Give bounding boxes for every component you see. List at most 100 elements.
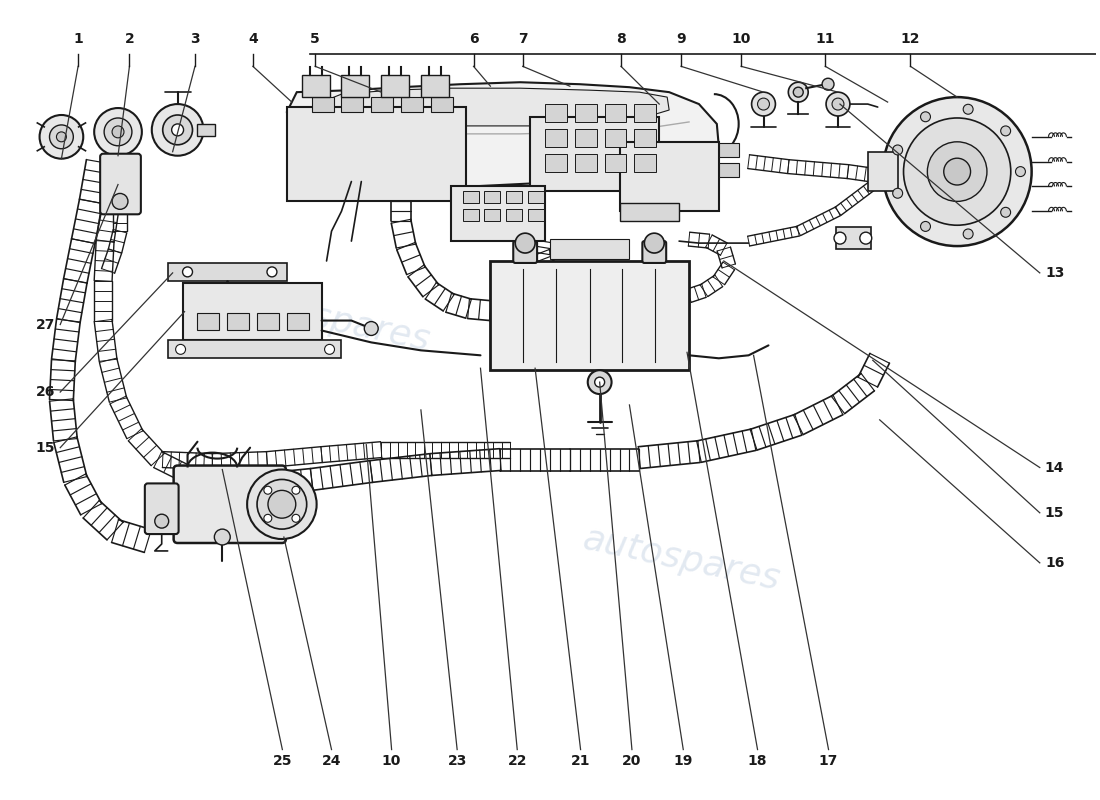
FancyBboxPatch shape — [167, 341, 341, 358]
Circle shape — [860, 232, 871, 244]
Circle shape — [364, 322, 378, 335]
Text: 20: 20 — [623, 754, 641, 769]
Text: 5: 5 — [310, 31, 320, 46]
Circle shape — [95, 108, 142, 156]
Circle shape — [793, 87, 803, 97]
FancyBboxPatch shape — [100, 154, 141, 214]
Circle shape — [1015, 166, 1025, 177]
Circle shape — [515, 233, 535, 253]
Circle shape — [40, 115, 84, 158]
FancyBboxPatch shape — [311, 97, 333, 112]
FancyBboxPatch shape — [167, 263, 287, 281]
Text: 1: 1 — [74, 31, 82, 46]
FancyBboxPatch shape — [431, 97, 453, 112]
Circle shape — [56, 132, 66, 142]
Text: 17: 17 — [818, 754, 838, 769]
Text: 26: 26 — [35, 385, 55, 399]
FancyBboxPatch shape — [421, 75, 449, 97]
Circle shape — [183, 267, 192, 277]
FancyBboxPatch shape — [183, 283, 321, 341]
Text: 10: 10 — [382, 754, 402, 769]
Circle shape — [264, 514, 272, 522]
FancyBboxPatch shape — [619, 203, 679, 222]
Circle shape — [645, 233, 664, 253]
FancyBboxPatch shape — [575, 104, 596, 122]
FancyBboxPatch shape — [550, 239, 629, 259]
Circle shape — [292, 486, 300, 494]
FancyBboxPatch shape — [484, 210, 500, 222]
Text: 12: 12 — [901, 31, 921, 46]
FancyBboxPatch shape — [257, 313, 279, 330]
Circle shape — [595, 377, 605, 387]
Circle shape — [826, 92, 850, 116]
FancyBboxPatch shape — [868, 152, 898, 191]
Circle shape — [927, 142, 987, 202]
Circle shape — [257, 479, 307, 529]
Text: 7: 7 — [518, 31, 528, 46]
Circle shape — [758, 98, 770, 110]
FancyBboxPatch shape — [463, 191, 478, 203]
FancyBboxPatch shape — [301, 75, 330, 97]
Circle shape — [214, 529, 230, 545]
FancyBboxPatch shape — [382, 75, 409, 97]
Circle shape — [50, 125, 74, 149]
Text: 15: 15 — [1045, 506, 1065, 520]
FancyBboxPatch shape — [174, 466, 286, 543]
Text: autospares: autospares — [230, 283, 433, 358]
Circle shape — [944, 158, 970, 185]
FancyBboxPatch shape — [642, 241, 667, 263]
Text: 3: 3 — [190, 31, 200, 46]
Circle shape — [268, 490, 296, 518]
Text: autospares: autospares — [580, 522, 783, 597]
Text: 13: 13 — [1045, 266, 1065, 280]
FancyBboxPatch shape — [635, 129, 657, 146]
Circle shape — [176, 344, 186, 354]
Text: 18: 18 — [748, 754, 768, 769]
FancyBboxPatch shape — [635, 104, 657, 122]
Circle shape — [1001, 207, 1011, 218]
FancyBboxPatch shape — [341, 97, 363, 112]
Circle shape — [964, 104, 974, 114]
Circle shape — [822, 78, 834, 90]
FancyBboxPatch shape — [145, 483, 178, 534]
FancyBboxPatch shape — [402, 97, 422, 112]
Text: 24: 24 — [322, 754, 341, 769]
Circle shape — [893, 145, 903, 155]
FancyBboxPatch shape — [544, 129, 566, 146]
Circle shape — [832, 98, 844, 110]
FancyBboxPatch shape — [605, 129, 627, 146]
Text: 14: 14 — [1045, 461, 1065, 474]
Circle shape — [163, 115, 192, 145]
Circle shape — [1001, 126, 1011, 136]
Circle shape — [152, 104, 204, 156]
Circle shape — [882, 97, 1032, 246]
Text: 4: 4 — [248, 31, 257, 46]
FancyBboxPatch shape — [491, 261, 689, 370]
FancyBboxPatch shape — [514, 241, 537, 263]
FancyBboxPatch shape — [341, 75, 370, 97]
Circle shape — [751, 92, 776, 116]
Text: 27: 27 — [35, 318, 55, 331]
FancyBboxPatch shape — [718, 142, 739, 157]
FancyBboxPatch shape — [718, 162, 739, 177]
Circle shape — [292, 514, 300, 522]
FancyBboxPatch shape — [528, 210, 544, 222]
Circle shape — [587, 370, 612, 394]
Circle shape — [834, 232, 846, 244]
Text: 22: 22 — [507, 754, 527, 769]
Circle shape — [921, 112, 931, 122]
FancyBboxPatch shape — [530, 117, 659, 191]
Text: 2: 2 — [124, 31, 134, 46]
Text: 16: 16 — [1045, 556, 1065, 570]
FancyBboxPatch shape — [635, 154, 657, 171]
FancyBboxPatch shape — [287, 313, 309, 330]
FancyBboxPatch shape — [836, 227, 871, 249]
Circle shape — [964, 229, 974, 239]
FancyBboxPatch shape — [463, 210, 478, 222]
Circle shape — [324, 344, 334, 354]
FancyBboxPatch shape — [506, 210, 522, 222]
Text: 21: 21 — [571, 754, 591, 769]
Circle shape — [112, 194, 128, 210]
Polygon shape — [287, 82, 718, 186]
Text: 8: 8 — [616, 31, 626, 46]
